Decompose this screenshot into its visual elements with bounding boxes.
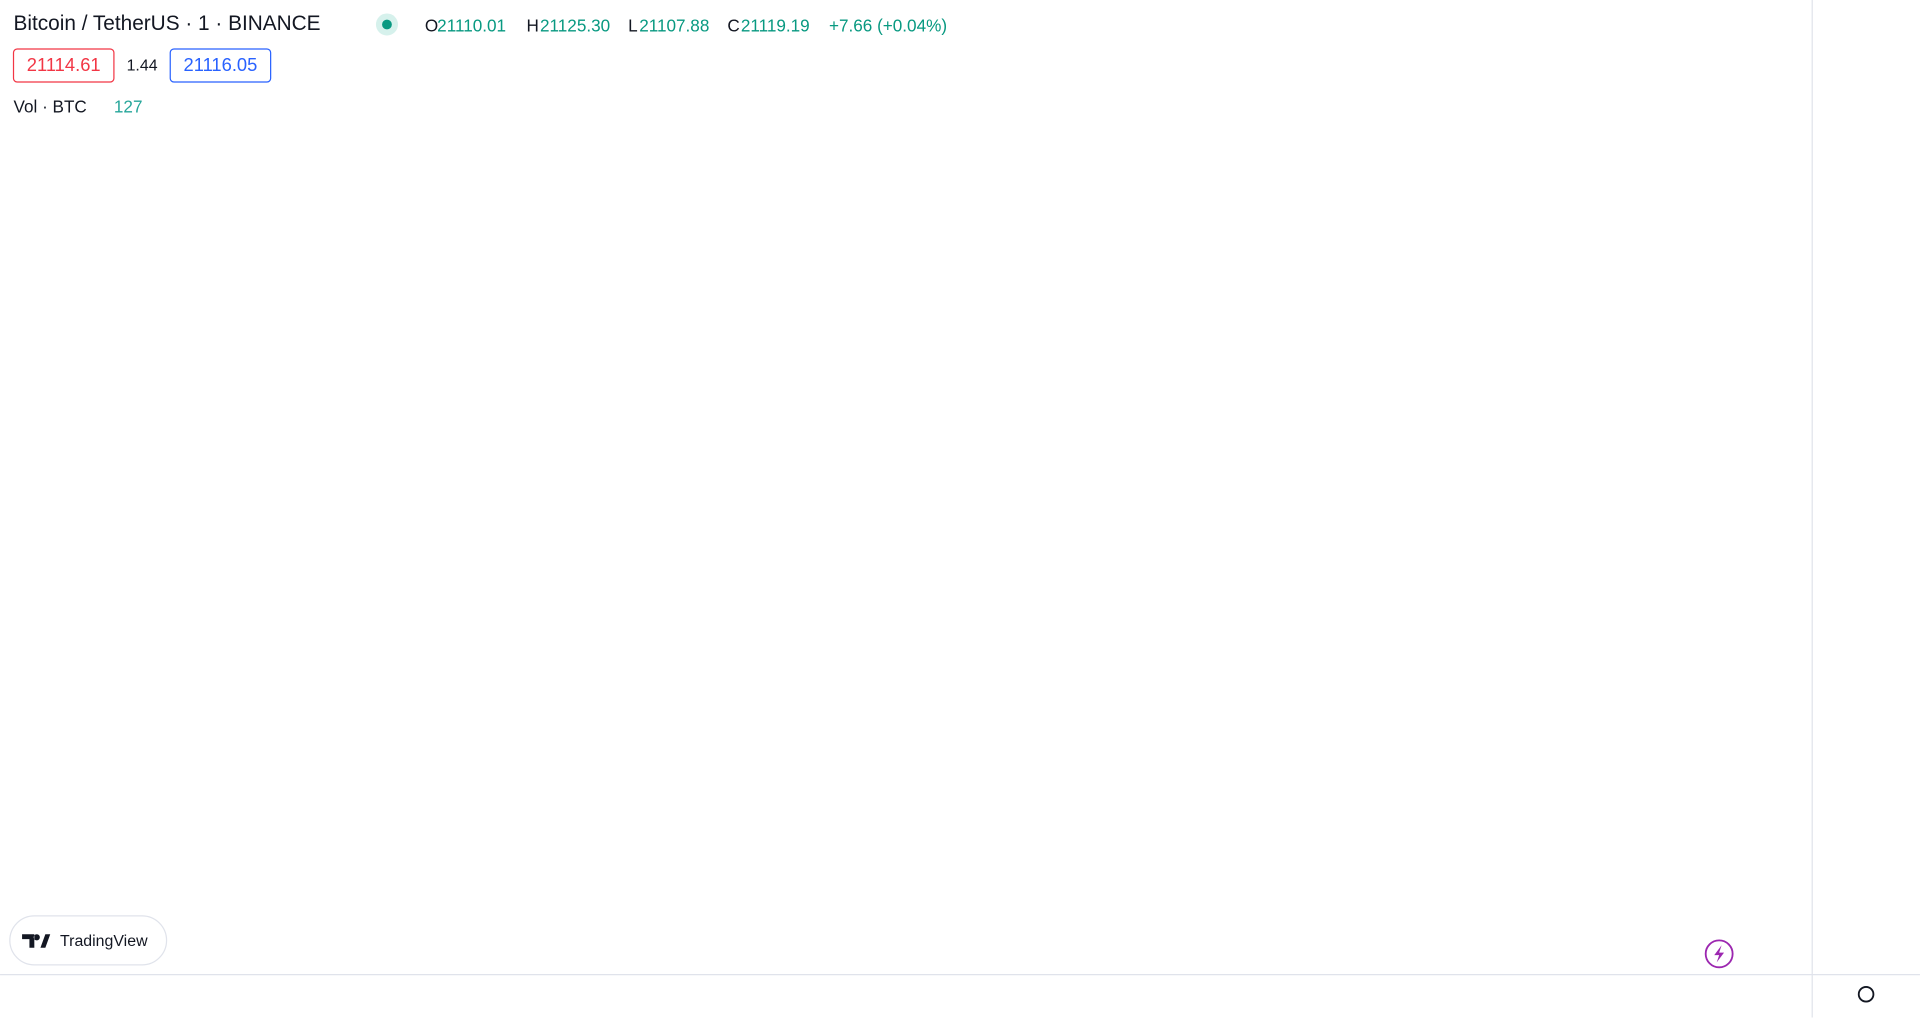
ask-price: 21116.05 <box>184 54 258 75</box>
alert-bolt <box>1714 945 1725 963</box>
ohlc-change: +7.66 (+0.04%) <box>829 15 947 35</box>
volume-title: Vol · BTC <box>14 96 87 116</box>
brand-badge[interactable] <box>9 915 168 966</box>
ask-box[interactable] <box>169 48 272 83</box>
ohlc-value: 21107.88 <box>639 15 709 35</box>
volume-value: 127 <box>114 96 143 116</box>
market-status-dot <box>382 19 392 30</box>
spread: 1.44 <box>127 57 158 74</box>
ohlc-legend: O 21110.01 H 21125.30 L 21107.88 C 21119… <box>425 15 947 35</box>
brand-name: TradingView <box>60 933 148 950</box>
ohlc-letter: H <box>527 15 539 35</box>
bid-price: 21114.61 <box>27 54 101 75</box>
ohlc-value: 21119.19 <box>741 15 810 35</box>
brand-logo <box>22 934 51 948</box>
symbol-title: Bitcoin / TetherUS · 1 · BINANCE <box>14 12 321 35</box>
ohlc-letter: C <box>727 15 739 35</box>
settings-icon[interactable] <box>1857 985 1875 1003</box>
ohlc-letter: O <box>425 15 438 35</box>
bid-box[interactable] <box>12 48 115 83</box>
ohlc-value: 21110.01 <box>437 15 506 35</box>
ohlc-letter: L <box>628 15 638 35</box>
ohlc-value: 21125.30 <box>540 15 610 35</box>
